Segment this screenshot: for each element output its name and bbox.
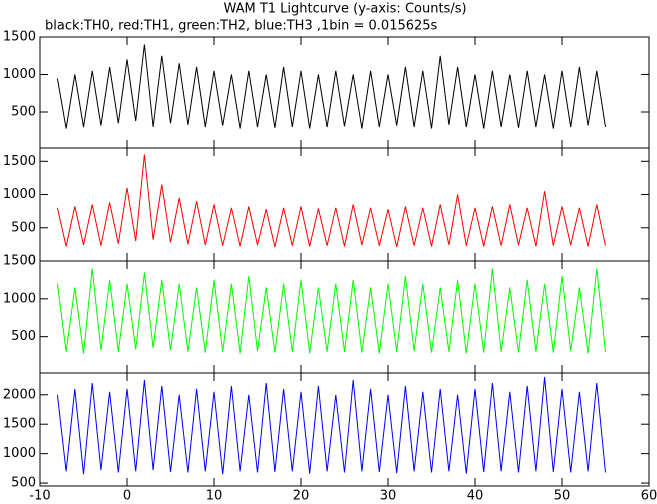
x-tick-label: 50 (554, 489, 571, 504)
y-tick-label: 1500 (3, 154, 36, 169)
light-curve (56, 44, 606, 129)
light-curve (56, 268, 606, 354)
x-tick-label: -10 (29, 489, 50, 504)
y-tick-label: 1000 (3, 67, 36, 82)
chart-subtitle: black:TH0, red:TH1, green:TH2, blue:TH3 … (45, 19, 438, 34)
y-tick-label: 500 (11, 105, 36, 120)
y-tick-label: 2000 (3, 387, 36, 402)
y-tick-label: 1500 (3, 417, 36, 432)
x-tick-label: 20 (293, 489, 310, 504)
x-tick-label: 40 (467, 489, 484, 504)
y-tick-label: 500 (11, 220, 36, 235)
panel-frame (39, 372, 650, 487)
y-tick-label: 500 (11, 476, 36, 491)
y-tick-label: 1000 (3, 187, 36, 202)
light-curve (56, 377, 606, 475)
y-tick-label: 1500 (3, 30, 36, 45)
y-tick-label: 0 (28, 254, 36, 269)
y-tick-label: 1000 (3, 446, 36, 461)
y-tick-label: 1000 (3, 291, 36, 306)
x-tick-label: 10 (206, 489, 223, 504)
light-curve (56, 154, 606, 248)
y-tick-label: 1500 (3, 254, 36, 269)
y-tick-label: 500 (11, 329, 36, 344)
x-tick-label: 30 (380, 489, 397, 504)
chart-title: WAM T1 Lightcurve (y-axis: Counts/s) (223, 2, 466, 17)
x-tick-label: 0 (123, 489, 131, 504)
x-tick-label: 60 (641, 489, 657, 504)
